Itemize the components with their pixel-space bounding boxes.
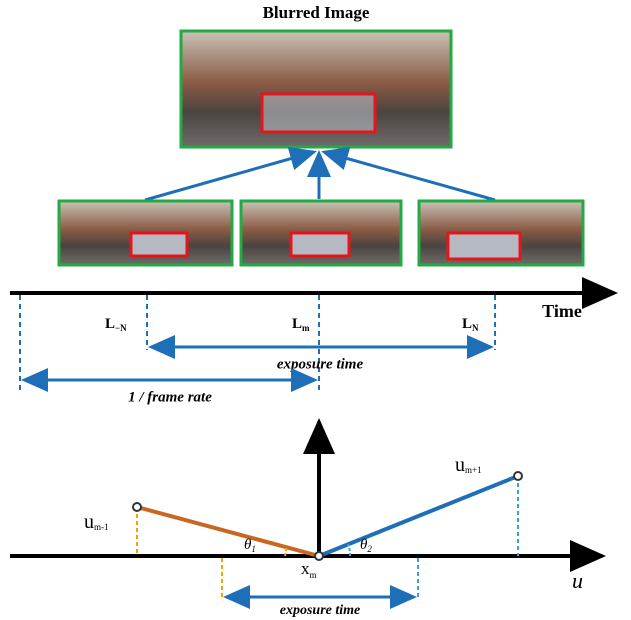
exposure-label: exposure time [280, 603, 361, 618]
vectors [133, 472, 522, 600]
time-markers [20, 295, 495, 392]
center-label: xm [301, 559, 317, 580]
angle-label: θ2 [360, 537, 372, 554]
point-label: um-1 [84, 511, 109, 533]
v-label: v [311, 429, 320, 451]
frame-arrows [145, 152, 495, 200]
point-label: um+1 [455, 454, 482, 476]
diagram: Blurred Image Time L−N Lm LN exposure ti… [0, 0, 631, 620]
frame-label: 1 / frame rate [128, 389, 212, 405]
blurred-image [181, 31, 451, 147]
frames [59, 201, 583, 265]
title: Blurred Image [263, 3, 370, 22]
exposure-label: exposure time [277, 356, 364, 372]
marker-label: LN [462, 316, 479, 333]
time-label: Time [542, 301, 582, 321]
marker-label: Lm [292, 316, 310, 333]
u-label: u [572, 568, 583, 593]
marker-label: L−N [105, 316, 127, 333]
